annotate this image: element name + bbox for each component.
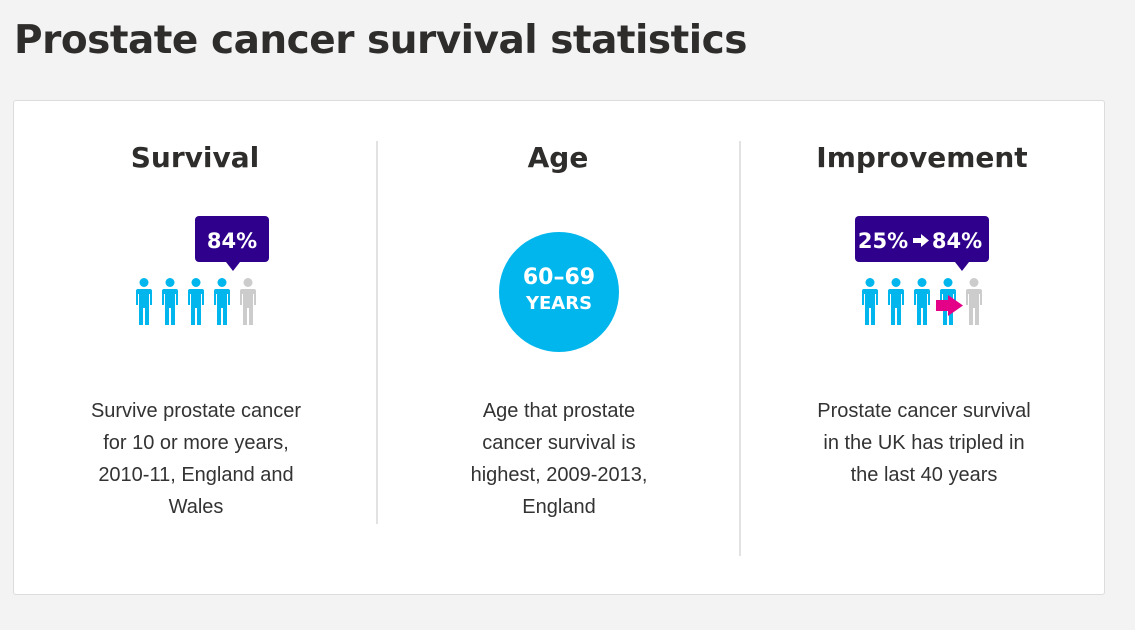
- column-divider: [739, 141, 741, 556]
- page-title: Prostate cancer survival statistics: [14, 18, 747, 63]
- improvement-heading: Improvement: [816, 141, 1028, 174]
- age-heading: Age: [527, 141, 589, 174]
- person-icon: [966, 278, 982, 325]
- improvement-graphic: 25% 84%: [855, 216, 989, 325]
- progress-arrow-icon: [936, 295, 963, 316]
- survival-heading: Survival: [130, 141, 260, 174]
- column-divider: [376, 141, 378, 524]
- person-icon: [136, 278, 152, 325]
- improvement-badge-from: 25%: [858, 229, 908, 253]
- person-icon: [888, 278, 904, 325]
- person-icon: [162, 278, 178, 325]
- percentage-badge: 84%: [195, 216, 269, 271]
- improvement-badge: 25% 84%: [855, 216, 989, 271]
- age-range-label: 60–69: [522, 265, 596, 290]
- age-unit-label: YEARS: [525, 293, 593, 314]
- age-description: Age that prostate cancer survival is hig…: [470, 400, 648, 518]
- survival-column: Survival 84% Survive prostate cancer for…: [14, 101, 376, 594]
- person-icon: [862, 278, 878, 325]
- people-icons: [136, 278, 256, 325]
- improvement-column: Improvement 25% 84% Prostate cancer surv…: [741, 101, 1103, 594]
- age-circle: 60–69 YEARS: [499, 232, 619, 352]
- survival-badge-label: 84%: [207, 229, 257, 253]
- statistics-panel: Survival 84% Survive prostate cancer for…: [13, 100, 1105, 595]
- person-icon: [240, 278, 256, 325]
- person-icon: [914, 278, 930, 325]
- person-icon: [214, 278, 230, 325]
- survival-graphic: 84%: [136, 216, 269, 325]
- arrow-right-icon: [913, 234, 929, 247]
- person-icon: [188, 278, 204, 325]
- age-column: Age 60–69 YEARS Age that prostate cancer…: [377, 101, 739, 594]
- improvement-description: Prostate cancer survival in the UK has t…: [817, 400, 1031, 486]
- survival-description: Survive prostate cancer for 10 or more y…: [90, 400, 302, 518]
- improvement-badge-to: 84%: [932, 229, 982, 253]
- people-icons: [862, 278, 982, 325]
